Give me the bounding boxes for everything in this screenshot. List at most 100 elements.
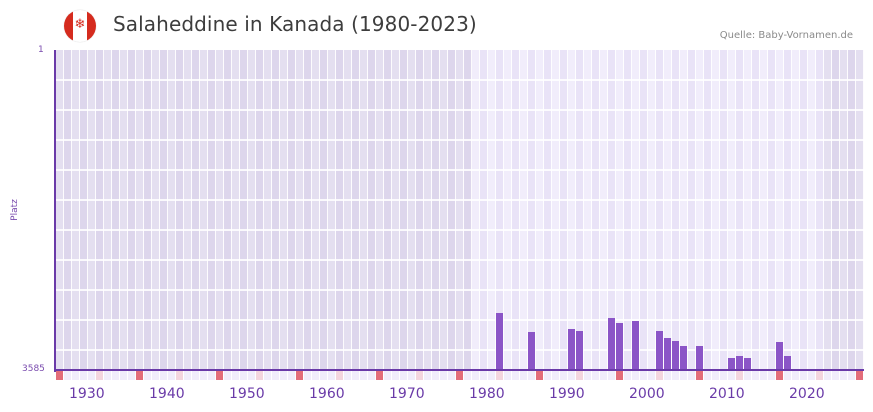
grid-line (56, 259, 864, 261)
year-mark (584, 371, 591, 380)
flag-band-left (64, 10, 73, 42)
year-column (848, 50, 856, 370)
x-tick-label: 1960 (309, 386, 345, 402)
year-mark (856, 371, 863, 380)
year-mark (552, 371, 559, 380)
year-column (368, 50, 376, 370)
year-column (656, 50, 664, 370)
year-mark (664, 371, 671, 380)
year-mark (832, 371, 839, 380)
grid-line (56, 349, 864, 351)
year-mark (448, 371, 455, 380)
year-mark (216, 371, 223, 380)
bar-2014[interactable] (744, 358, 751, 370)
bar-1983[interactable] (496, 313, 503, 370)
bar-1997[interactable] (608, 318, 615, 370)
year-column (400, 50, 408, 370)
grid-line (56, 79, 864, 81)
year-column (632, 50, 640, 370)
grid-line (56, 139, 864, 141)
year-column (592, 50, 600, 370)
year-column (144, 50, 152, 370)
year-column (112, 50, 120, 370)
year-mark (560, 371, 567, 380)
year-mark (512, 371, 519, 380)
year-column (712, 50, 720, 370)
year-column (336, 50, 344, 370)
year-mark (568, 371, 575, 380)
year-mark (480, 371, 487, 380)
year-column (72, 50, 80, 370)
year-column (584, 50, 592, 370)
year-column (104, 50, 112, 370)
year-mark (696, 371, 703, 380)
year-column (64, 50, 72, 370)
year-mark (112, 371, 119, 380)
x-tick-label: 1930 (69, 386, 105, 402)
year-mark (376, 371, 383, 380)
year-column (56, 50, 64, 370)
grid-line (56, 199, 864, 201)
bar-2008[interactable] (696, 346, 703, 370)
bar-2012[interactable] (728, 358, 735, 370)
year-column (512, 50, 520, 370)
year-column (352, 50, 360, 370)
year-mark (176, 371, 183, 380)
year-mark (744, 371, 751, 380)
year-column (648, 50, 656, 370)
bar-2004[interactable] (664, 338, 671, 370)
year-mark (384, 371, 391, 380)
year-column (504, 50, 512, 370)
year-mark (576, 371, 583, 380)
bar-1992[interactable] (568, 329, 575, 370)
bar-2005[interactable] (672, 341, 679, 370)
year-column (776, 50, 784, 370)
year-column (312, 50, 320, 370)
x-tick-label: 2000 (629, 386, 665, 402)
bar-1998[interactable] (616, 323, 623, 370)
bar-2013[interactable] (736, 356, 743, 370)
year-column (720, 50, 728, 370)
year-mark (728, 371, 735, 380)
year-column (168, 50, 176, 370)
year-mark (600, 371, 607, 380)
year-mark (232, 371, 239, 380)
bar-2003[interactable] (656, 331, 663, 370)
bar-2018[interactable] (776, 342, 783, 370)
year-column (784, 50, 792, 370)
chart-title: Salaheddine in Kanada (1980-2023) (113, 12, 477, 36)
year-mark (792, 371, 799, 380)
bar-1987[interactable] (528, 332, 535, 370)
y-axis-line (54, 50, 56, 372)
year-markers (56, 371, 864, 380)
year-column (792, 50, 800, 370)
year-mark (808, 371, 815, 380)
year-column (456, 50, 464, 370)
year-mark (456, 371, 463, 380)
year-column (664, 50, 672, 370)
year-column (320, 50, 328, 370)
x-tick-label: 1980 (469, 386, 505, 402)
bar-2006[interactable] (680, 346, 687, 370)
year-column (96, 50, 104, 370)
year-mark (272, 371, 279, 380)
canada-flag-icon: ❄ (64, 10, 96, 42)
bar-1993[interactable] (576, 331, 583, 370)
year-mark (288, 371, 295, 380)
year-column (600, 50, 608, 370)
year-column (816, 50, 824, 370)
bar-2019[interactable] (784, 356, 791, 370)
year-mark (672, 371, 679, 380)
year-mark (344, 371, 351, 380)
year-mark (80, 371, 87, 380)
year-mark (336, 371, 343, 380)
year-mark (784, 371, 791, 380)
y-axis-title: Platz (9, 199, 20, 221)
bar-2000[interactable] (632, 321, 639, 370)
year-column (560, 50, 568, 370)
year-mark (96, 371, 103, 380)
year-column (624, 50, 632, 370)
year-column (160, 50, 168, 370)
year-column (704, 50, 712, 370)
year-column (528, 50, 536, 370)
